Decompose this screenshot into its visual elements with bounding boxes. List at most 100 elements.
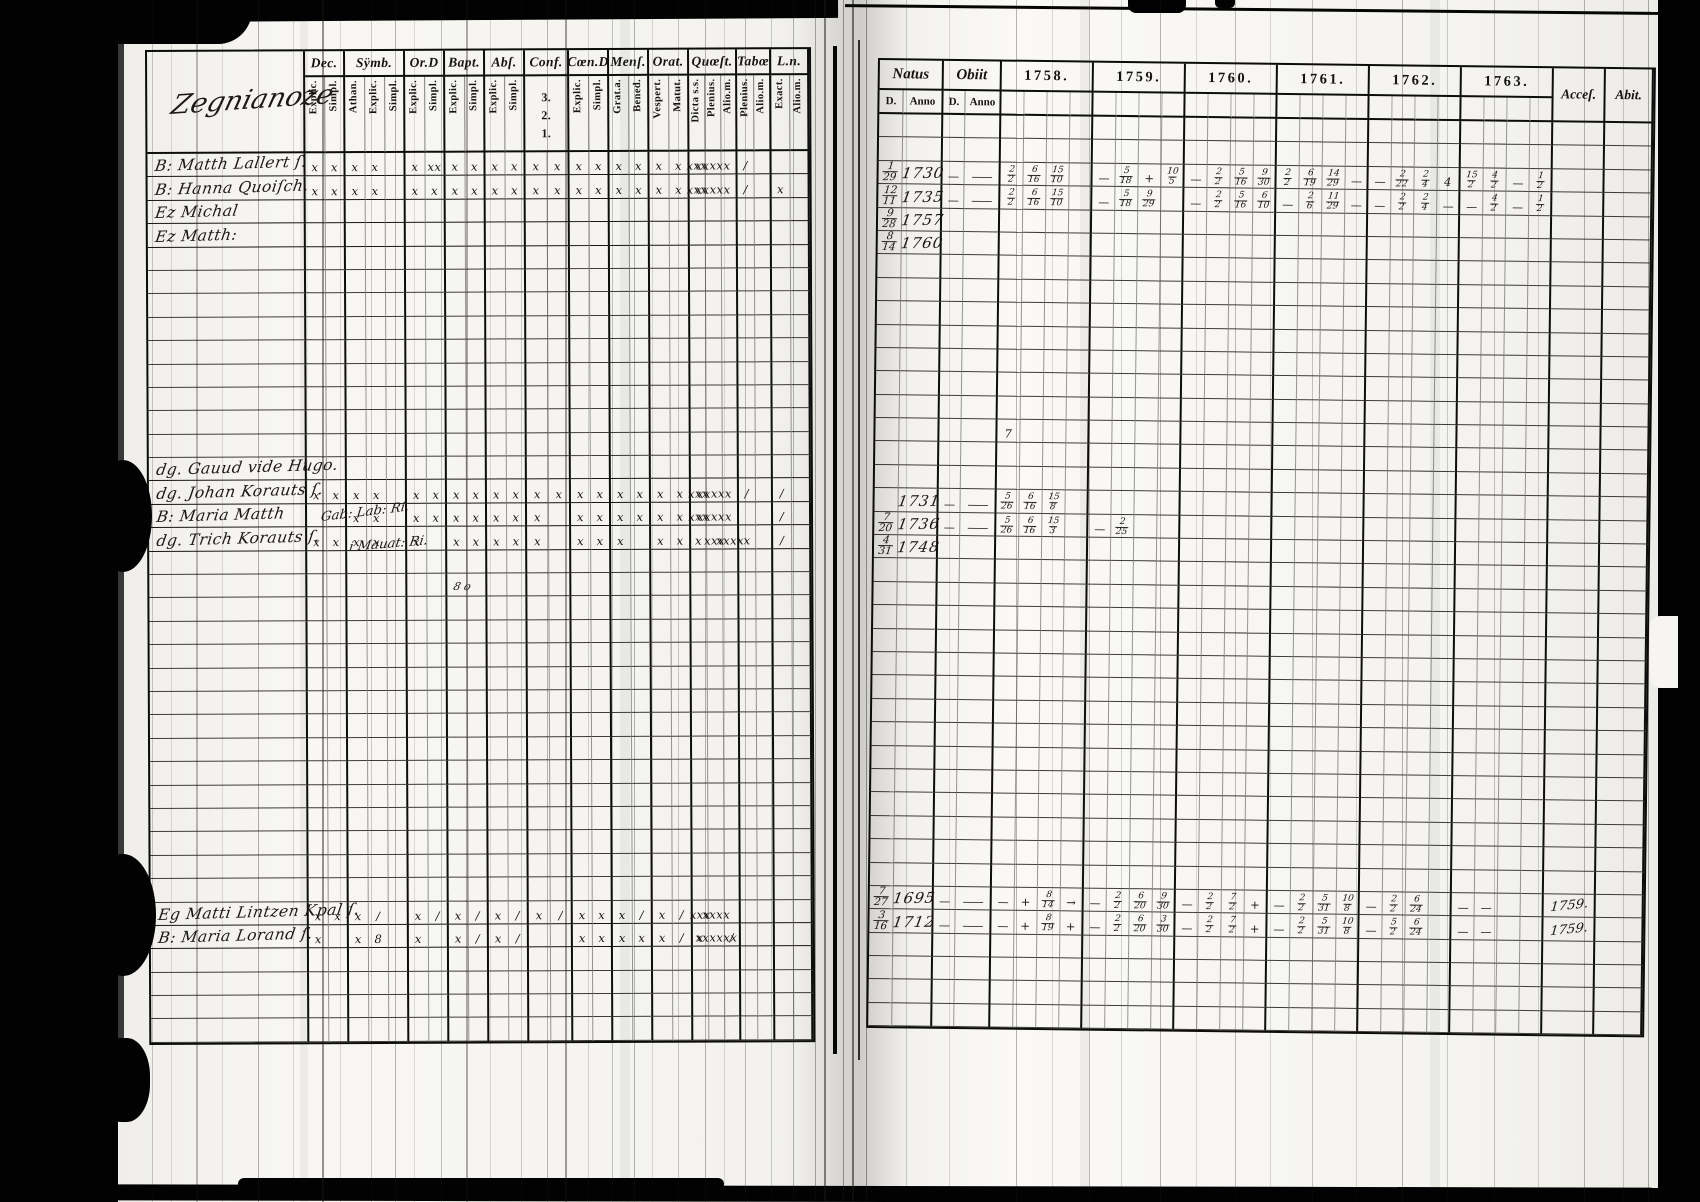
sub-label: Alio.m. — [755, 78, 767, 114]
mark-cell — [427, 690, 448, 715]
entry-cell — [1063, 630, 1088, 655]
column-sub-label-wrap: Dicta s.s. — [689, 75, 706, 152]
entry-cell: → — [1060, 888, 1084, 912]
entry-cell — [1021, 302, 1046, 327]
entry-cell — [1226, 492, 1250, 517]
entry-cell — [1068, 209, 1093, 234]
fraction-bottom: 20 — [1132, 924, 1148, 935]
entry-cell — [1312, 938, 1337, 962]
entry-cell — [1107, 841, 1131, 866]
entry-cell — [1177, 772, 1201, 797]
entry-cell: 5 18 — [1115, 163, 1139, 188]
entry-cell — [1337, 821, 1361, 846]
entry-cell — [892, 979, 933, 1004]
entry-cell — [1366, 307, 1390, 331]
entry-cell — [1387, 517, 1411, 542]
mark-cell — [507, 573, 528, 597]
mark: 7 — [1004, 427, 1013, 442]
page-gutter-shadow — [800, 0, 910, 1202]
mark-cell: x — [547, 152, 570, 176]
mark-cell — [707, 666, 724, 690]
sub-label: Bened. — [631, 78, 644, 112]
entry-cell — [1225, 562, 1249, 587]
entry-cell — [1224, 656, 1248, 680]
entry-cell — [1085, 701, 1110, 726]
mark-cell — [488, 947, 510, 972]
entry-cell — [1413, 260, 1437, 285]
attendance-mark: / — [779, 509, 785, 524]
entry-cell: 1759. — [1543, 894, 1596, 919]
mark: — — [1089, 920, 1100, 934]
sub-header-anno: Anno — [903, 90, 944, 115]
mark-cell — [629, 221, 650, 246]
entry-cell — [1430, 752, 1454, 777]
fraction-entry: 15 10 — [1049, 165, 1066, 185]
mark-cell — [507, 713, 529, 738]
entry-cell — [957, 723, 994, 748]
entry-cell — [1084, 794, 1109, 819]
entry-cell — [1154, 772, 1178, 797]
entry-cell — [1157, 491, 1181, 516]
entry-cell — [1362, 611, 1387, 635]
mark-cell — [345, 223, 366, 247]
entry-cell — [1459, 261, 1483, 286]
entry-cell — [1138, 140, 1163, 165]
mark-cell — [347, 714, 369, 738]
sub-header-anno: Anno — [965, 91, 1002, 116]
mark-cell — [570, 456, 591, 480]
mark-cell — [385, 246, 406, 270]
entry-cell — [1297, 353, 1321, 377]
column-sub-label-wrap: Matut. — [669, 75, 690, 152]
mark-cell — [366, 386, 387, 411]
entry-cell — [1364, 517, 1388, 542]
entry-cell — [1597, 707, 1647, 732]
year-header: 1761. — [1277, 64, 1370, 97]
entry-cell — [1018, 536, 1043, 561]
entry-cell — [939, 418, 962, 443]
binding-blob-1 — [94, 460, 152, 572]
mark-cell — [649, 245, 670, 269]
mark: —— — [962, 918, 983, 933]
mark-cell — [465, 222, 486, 247]
entry-cell — [1429, 845, 1453, 870]
entry-cell — [1296, 423, 1320, 447]
year-sub-header — [1392, 96, 1416, 121]
mark-cell — [508, 737, 529, 761]
mark: + — [1144, 171, 1155, 186]
mark-cell — [739, 548, 757, 573]
mark-cell — [774, 782, 794, 807]
mark-cell — [591, 549, 612, 574]
mark-cell — [612, 736, 633, 761]
fraction-top: 6 — [1307, 168, 1315, 179]
name-cell — [149, 714, 309, 739]
mark-cell — [468, 854, 489, 878]
fraction-entry: 2 25 — [1114, 517, 1130, 537]
fraction-entry: 4 31 — [876, 535, 895, 558]
mark-cell — [740, 782, 758, 807]
entry-cell — [1545, 753, 1598, 778]
entry-cell — [1552, 192, 1605, 217]
mark-cell — [591, 713, 613, 737]
mark-cell — [790, 268, 811, 292]
entry-cell — [955, 933, 992, 958]
entry-cell — [1289, 1007, 1313, 1032]
mark-cell: x — [649, 151, 670, 176]
entry-cell — [1360, 774, 1385, 799]
mark-cell — [705, 221, 722, 246]
mark-cell — [708, 829, 725, 854]
entry-cell — [1366, 330, 1390, 355]
name-cell: Ez Michal — [147, 200, 306, 225]
entry-cell — [1015, 794, 1040, 818]
entry-cell — [1183, 234, 1207, 259]
entry-cell — [1520, 893, 1544, 918]
entry-cell — [1066, 420, 1090, 445]
mark-cell — [571, 573, 592, 597]
entry-cell: 7 27 — [869, 885, 894, 910]
entry-cell — [1268, 820, 1292, 845]
entry-cell — [1269, 750, 1293, 775]
attendance-mark: x — [596, 510, 604, 525]
entry-cell — [1221, 936, 1245, 961]
mark-cell: x — [591, 526, 612, 550]
mark-cell — [428, 831, 449, 855]
